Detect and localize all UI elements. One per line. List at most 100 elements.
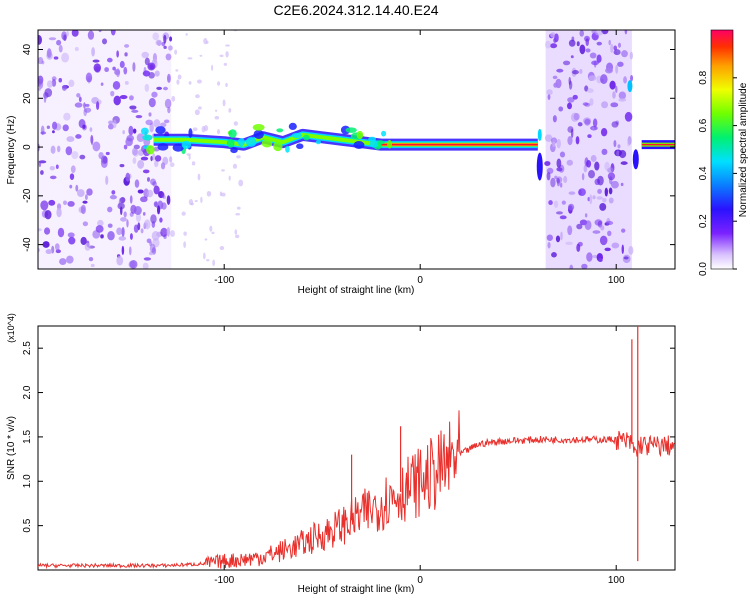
noise-speckle bbox=[624, 111, 633, 122]
noise-speckle bbox=[171, 95, 176, 102]
noise-speckle bbox=[572, 94, 578, 100]
noise-speckle bbox=[44, 88, 53, 98]
noise-speckle bbox=[211, 231, 215, 235]
noise-speckle bbox=[129, 233, 133, 240]
spectrogram-x-axis-label: Height of straight line (km) bbox=[298, 285, 415, 296]
noise-speckle bbox=[129, 260, 138, 269]
noise-speckle bbox=[567, 203, 575, 211]
noise-speckle bbox=[84, 194, 88, 201]
noise-speckle bbox=[588, 75, 597, 81]
noise-speckle bbox=[594, 219, 603, 226]
noise-speckle bbox=[136, 133, 145, 143]
colorbar: 0.0 0.2 0.4 0.6 0.8 Normalized spectral ampl… bbox=[698, 29, 749, 276]
noise-speckle bbox=[592, 195, 596, 200]
noise-speckle bbox=[560, 231, 563, 241]
noise-speckle bbox=[611, 242, 620, 249]
noise-speckle bbox=[166, 226, 171, 237]
noise-speckle bbox=[221, 169, 225, 172]
noise-speckle bbox=[544, 134, 553, 142]
noise-speckle bbox=[621, 244, 624, 254]
noise-speckle bbox=[43, 227, 51, 235]
noise-speckle bbox=[601, 148, 608, 156]
noise-speckle bbox=[620, 161, 628, 165]
noise-speckle bbox=[53, 56, 59, 60]
noise-speckle bbox=[155, 201, 158, 208]
noise-speckle bbox=[567, 225, 573, 236]
noise-speckle bbox=[613, 45, 618, 51]
noise-speckle bbox=[236, 155, 241, 159]
noise-speckle bbox=[128, 95, 134, 101]
noise-speckle bbox=[106, 57, 113, 63]
noise-speckle bbox=[568, 80, 573, 90]
signal-blob bbox=[142, 134, 153, 141]
noise-speckle bbox=[219, 191, 223, 197]
noise-speckle bbox=[188, 154, 191, 160]
noise-speckle bbox=[148, 97, 156, 108]
noise-speckle bbox=[596, 41, 602, 46]
noise-speckle bbox=[617, 61, 624, 67]
noise-speckle bbox=[163, 86, 168, 91]
noise-speckle bbox=[591, 60, 599, 66]
noise-speckle bbox=[159, 217, 163, 223]
noise-speckle bbox=[137, 222, 141, 231]
noise-speckle bbox=[65, 146, 73, 156]
spectrogram-panel: -100 0 100 -40 -20 0 20 40 Height of straight … bbox=[6, 29, 676, 296]
noise-speckle bbox=[46, 125, 50, 129]
noise-speckle bbox=[228, 175, 231, 181]
noise-speckle bbox=[38, 57, 44, 65]
signal-blob bbox=[273, 141, 283, 152]
noise-speckle bbox=[203, 252, 206, 260]
noise-speckle bbox=[601, 30, 609, 35]
noise-speckle bbox=[97, 219, 104, 227]
noise-speckle bbox=[123, 144, 128, 150]
noise-speckle bbox=[38, 228, 42, 232]
noise-speckle bbox=[154, 155, 162, 162]
signal-blob bbox=[296, 143, 304, 150]
noise-speckle bbox=[125, 172, 131, 182]
noise-speckle bbox=[143, 222, 149, 228]
noise-speckle bbox=[556, 68, 564, 73]
noise-speckle bbox=[221, 192, 226, 197]
signal-blob bbox=[369, 139, 378, 148]
snr-y-multiplier: (x10^4) bbox=[6, 313, 16, 343]
noise-speckle bbox=[108, 120, 114, 125]
signal-blob bbox=[230, 147, 238, 154]
noise-speckle bbox=[165, 53, 172, 61]
noise-speckle bbox=[147, 189, 154, 198]
colorbar-tick-label: 0.0 bbox=[698, 262, 709, 276]
noise-speckle bbox=[177, 74, 182, 80]
noise-speckle bbox=[236, 206, 241, 210]
signal-blob bbox=[252, 123, 265, 131]
noise-speckle bbox=[616, 150, 620, 157]
noise-speckle bbox=[63, 200, 68, 206]
noise-speckle bbox=[67, 232, 75, 238]
noise-speckle bbox=[63, 112, 71, 121]
noise-speckle bbox=[608, 187, 613, 195]
noise-speckle bbox=[587, 196, 590, 202]
noise-speckle bbox=[628, 246, 634, 255]
noise-speckle bbox=[119, 206, 123, 215]
noise-speckle bbox=[82, 221, 89, 227]
noise-speckle bbox=[212, 259, 216, 267]
noise-speckle bbox=[86, 188, 93, 196]
noise-speckle bbox=[133, 206, 142, 215]
noise-speckle bbox=[225, 51, 229, 58]
noise-speckle bbox=[550, 177, 556, 188]
spectrogram-y-tick-label: -20 bbox=[22, 188, 33, 203]
noise-speckle bbox=[61, 52, 70, 63]
noise-speckle bbox=[200, 196, 203, 204]
spectrogram-y-tick-label: 20 bbox=[22, 92, 33, 104]
spectrogram-y-tick-label: 40 bbox=[22, 44, 33, 56]
noise-speckle bbox=[568, 191, 576, 195]
signal-blob bbox=[345, 127, 357, 133]
noise-speckle bbox=[115, 68, 120, 78]
noise-speckle bbox=[620, 182, 624, 187]
noise-speckle bbox=[587, 134, 592, 138]
noise-speckle bbox=[611, 180, 619, 189]
noise-speckle bbox=[129, 246, 132, 256]
noise-speckle bbox=[40, 170, 44, 175]
noise-speckle bbox=[144, 83, 150, 92]
noise-speckle bbox=[544, 161, 551, 166]
noise-speckle bbox=[66, 30, 69, 37]
noise-speckle bbox=[160, 162, 166, 170]
